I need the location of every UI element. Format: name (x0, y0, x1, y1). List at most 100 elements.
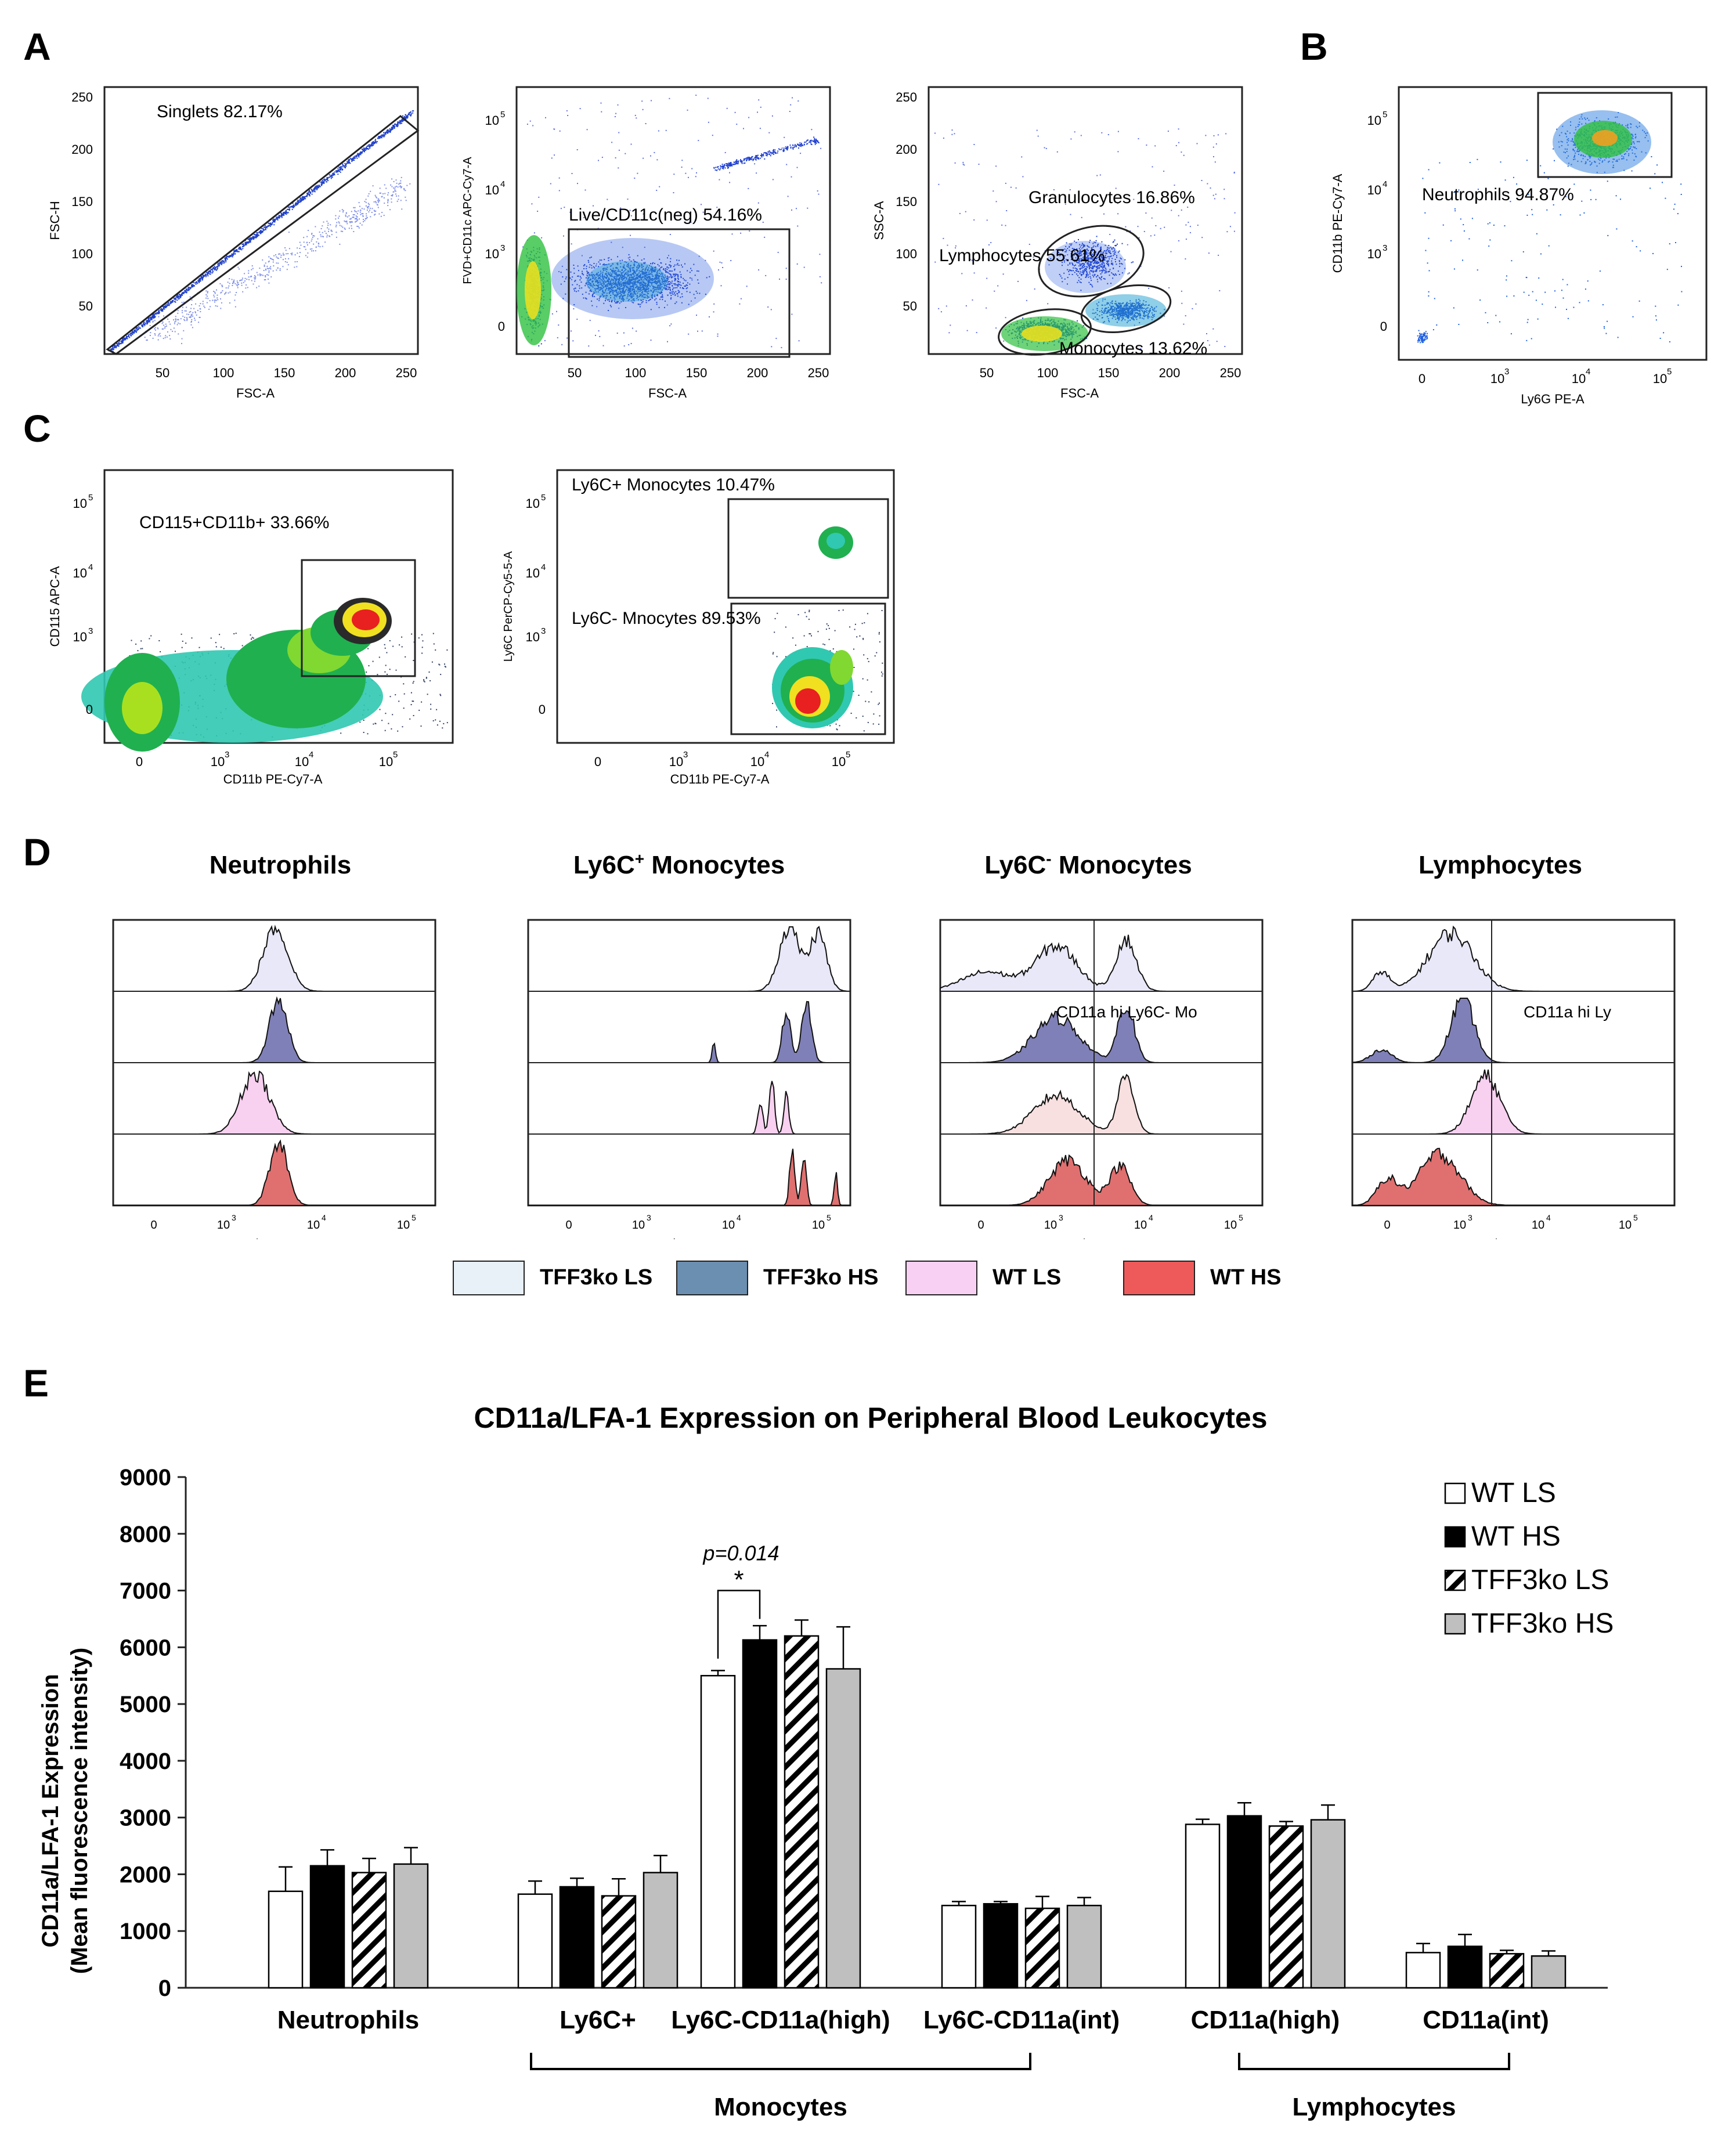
scatter-dot (583, 216, 584, 218)
scatter-dot (785, 148, 786, 149)
scatter-dot (172, 299, 174, 301)
scatter-dot (609, 305, 611, 306)
scatter-dot (596, 280, 598, 282)
scatter-dot (301, 200, 302, 202)
scatter-dot (400, 121, 402, 122)
scatter-dot (642, 281, 644, 283)
scatter-dot (366, 148, 367, 150)
scatter-dot (301, 199, 302, 201)
scatter-dot (652, 269, 654, 271)
scatter-dot (622, 291, 623, 293)
scatter-dot (695, 176, 696, 178)
scatter-dot (220, 292, 222, 294)
scatter-dot (190, 315, 192, 317)
scatter-dot (288, 258, 290, 259)
scatter-dot (152, 320, 154, 322)
scatter-dot (669, 283, 671, 285)
scatter-dot (317, 245, 319, 247)
scatter-dot (755, 156, 756, 157)
scatter-dot (156, 313, 157, 315)
scatter-dot (302, 197, 304, 199)
scatter-dot (245, 243, 247, 245)
scatter-dot (147, 320, 149, 322)
scatter-dot (340, 167, 341, 169)
scatter-dot (658, 278, 660, 280)
scatter-dot (587, 273, 589, 275)
scatter-dot (215, 299, 216, 301)
scatter-dot (687, 282, 688, 284)
scatter-dot (616, 292, 618, 293)
scatter-dot (273, 265, 275, 267)
scatter-dot (198, 278, 200, 280)
scatter-dot (225, 258, 226, 260)
scatter-dot (375, 210, 377, 212)
scatter-dot (657, 287, 659, 289)
scatter-dot (295, 203, 297, 204)
scatter-dot (175, 318, 176, 320)
scatter-dot (652, 286, 654, 287)
scatter-dot (633, 284, 634, 286)
scatter-dot (677, 275, 678, 277)
scatter-dot (617, 270, 619, 272)
scatter-dot (636, 286, 638, 287)
scatter-dot (620, 279, 622, 280)
scatter-dot (815, 140, 817, 142)
scatter-dot (644, 273, 646, 275)
scatter-dot (281, 215, 283, 217)
scatter-dot (748, 159, 750, 161)
scatter-dot (227, 256, 229, 258)
scatter-dot (618, 269, 619, 270)
scatter-dot (655, 274, 657, 276)
scatter-dot (587, 280, 589, 281)
scatter-dot (639, 265, 641, 266)
scatter-dot (384, 132, 386, 133)
scatter-dot (349, 218, 351, 220)
scatter-dot (610, 288, 611, 290)
scatter-dot (177, 310, 179, 312)
scatter-dot (395, 193, 396, 195)
scatter-dot (602, 273, 604, 275)
scatter-dot (309, 248, 311, 250)
scatter-dot (324, 241, 326, 243)
scatter-dot (608, 257, 609, 259)
scatter-dot (200, 279, 201, 280)
scatter-dot (629, 280, 631, 282)
scatter-dot (233, 252, 234, 254)
scatter-dot (625, 291, 626, 293)
scatter-dot (610, 280, 612, 281)
scatter-dot (636, 266, 638, 268)
scatter-dot (149, 321, 151, 323)
scatter-dot (636, 330, 637, 332)
scatter-dot (308, 191, 309, 193)
scatter-dot (597, 298, 598, 300)
scatter-dot (621, 274, 623, 276)
scatter-dot (622, 295, 623, 297)
scatter-dot (803, 266, 805, 268)
scatter-dot (750, 157, 752, 159)
scatter-dot (279, 216, 281, 218)
scatter-dot (191, 313, 193, 315)
scatter-dot (197, 283, 198, 284)
scatter-dot (760, 155, 761, 156)
scatter-dot (599, 289, 601, 291)
scatter-dot (638, 304, 640, 305)
scatter-dot (641, 296, 643, 298)
scatter-dot (621, 286, 623, 287)
scatter-dot (685, 284, 687, 286)
scatter-dot (652, 275, 653, 277)
scatter-dot (625, 272, 626, 274)
scatter-dot (178, 298, 179, 300)
scatter-dot (175, 316, 176, 317)
scatter-dot (198, 281, 200, 283)
scatter-dot (395, 123, 396, 125)
scatter-dot (688, 176, 689, 178)
scatter-dot (219, 283, 221, 284)
scatter-dot (361, 149, 363, 150)
scatter-dot (609, 275, 611, 276)
scatter-dot (807, 139, 808, 141)
scatter-dot (637, 277, 638, 279)
scatter-dot (379, 136, 381, 138)
scatter-dot (688, 333, 690, 335)
scatter-dot (663, 285, 665, 287)
scatter-dot (601, 280, 603, 281)
